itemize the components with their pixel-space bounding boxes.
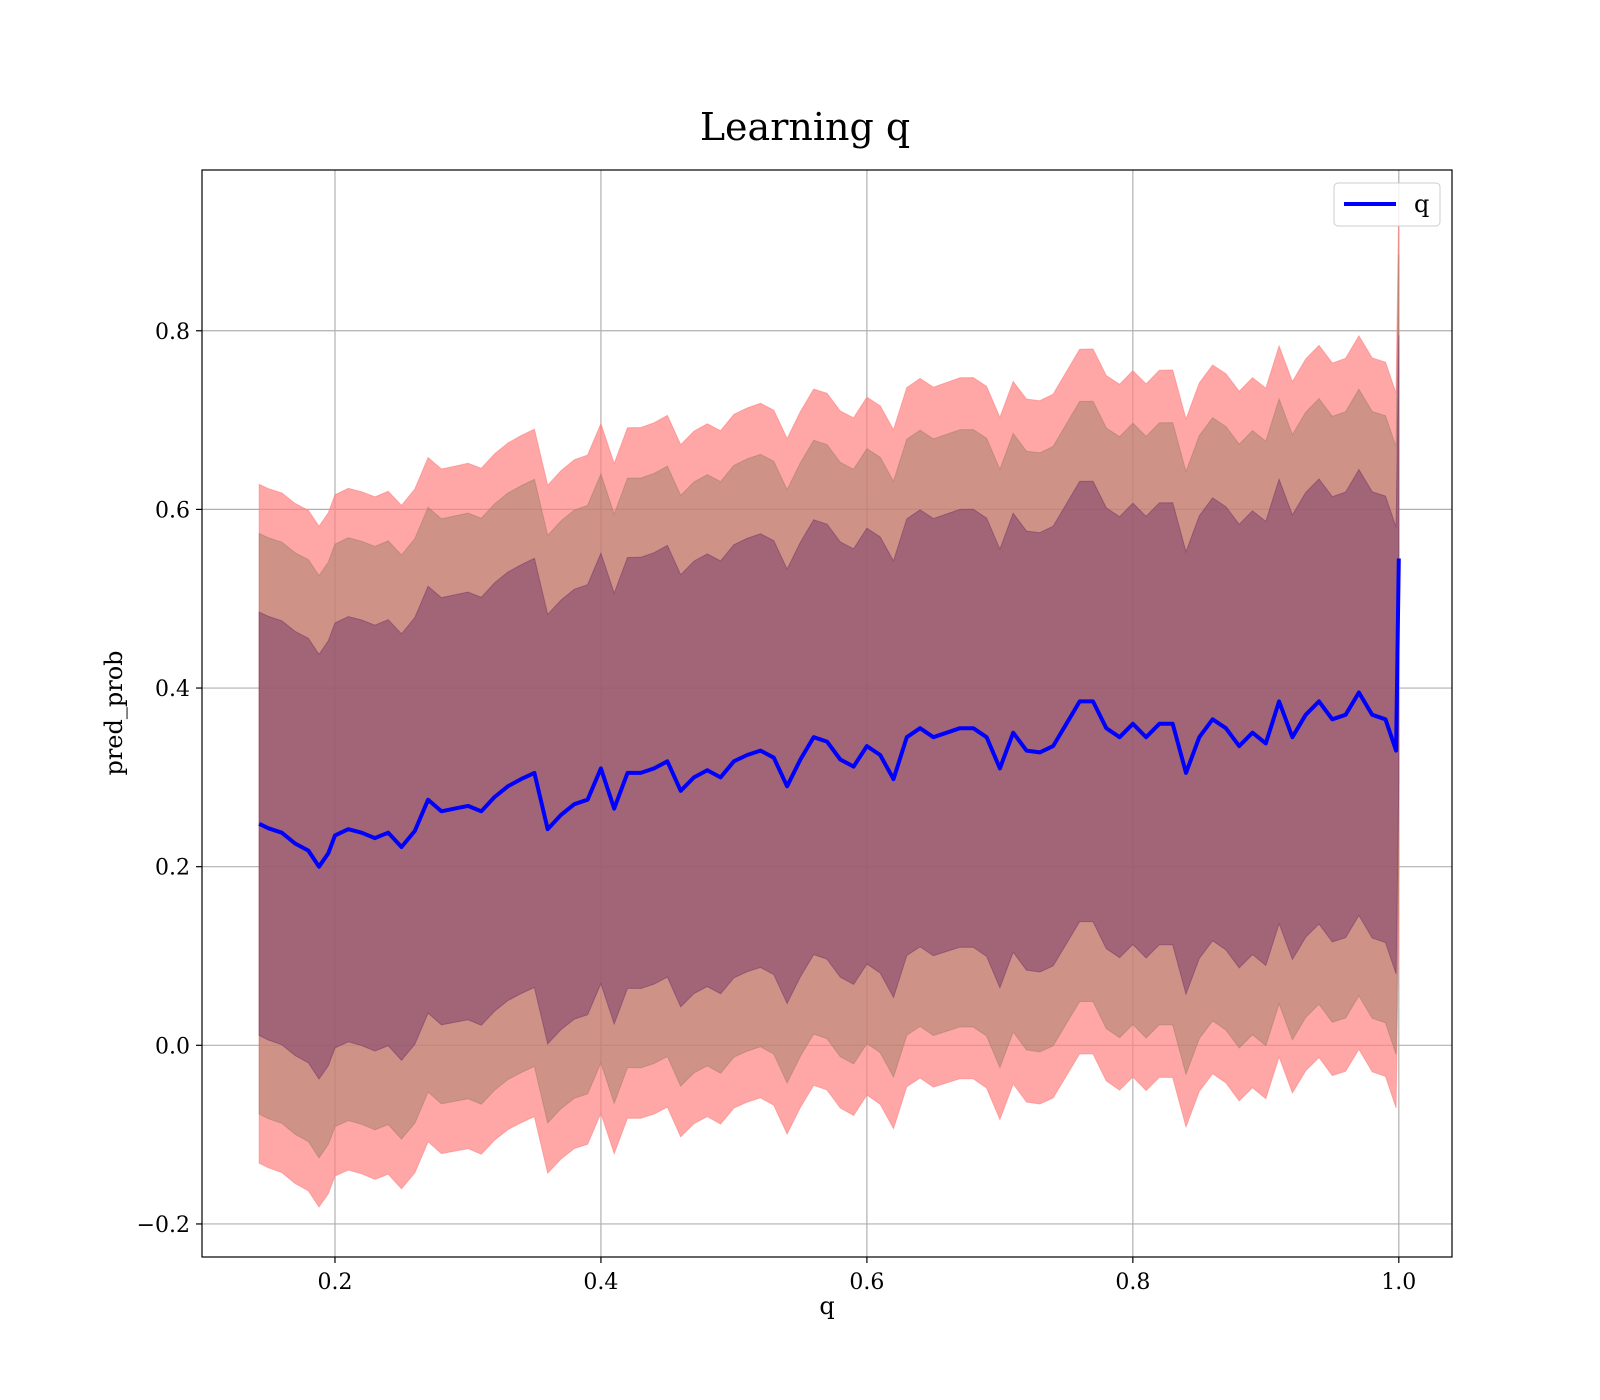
y-tick-label: 0.2	[155, 856, 190, 881]
confidence-band-2	[258, 335, 1400, 1080]
legend: q	[1333, 182, 1441, 227]
series-line-q	[258, 558, 1401, 869]
x-axis: 0.2 0.4 0.6 0.8 1.0	[317, 1257, 1416, 1295]
x-tick-label: 0.8	[1115, 1270, 1150, 1295]
y-tick-label: 0.4	[155, 677, 190, 702]
x-axis-label: q	[819, 1292, 834, 1320]
series-lines	[258, 558, 1401, 869]
x-tick-label: 0.4	[583, 1270, 618, 1295]
legend-label-q: q	[1414, 190, 1429, 218]
y-axis: −0.2 0.0 0.2 0.4 0.6 0.8	[137, 320, 202, 1238]
chart-title: Learning q	[700, 105, 910, 149]
x-tick-label: 0.2	[317, 1270, 352, 1295]
plot-frame	[201, 169, 1453, 1258]
x-tick-label: 1.0	[1381, 1270, 1416, 1295]
y-tick-label: 0.8	[155, 320, 190, 345]
y-tick-label: −0.2	[137, 1213, 190, 1238]
y-tick-label: 0.6	[155, 498, 190, 523]
x-tick-label: 0.6	[849, 1270, 884, 1295]
confidence-bands	[258, 201, 1400, 1208]
y-tick-label: 0.0	[155, 1034, 190, 1059]
y-axis-label: pred_prob	[100, 650, 128, 775]
